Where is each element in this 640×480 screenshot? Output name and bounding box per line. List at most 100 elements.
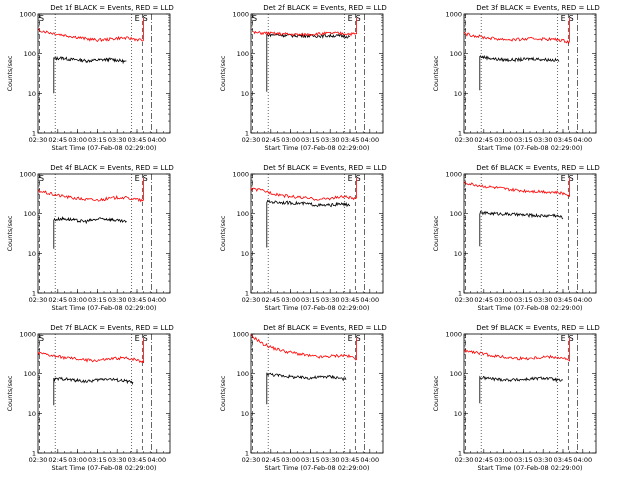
y-tick-label: 10	[454, 90, 462, 98]
x-axis-label: Start Time (07-Feb-08 02:29:00)	[265, 464, 370, 472]
chart-panel-7: Det 7f BLACK = Events, RED = LLD 1 10 100 10…	[6, 324, 174, 472]
chart-title: Det 5f BLACK = Events, RED = LLD	[263, 164, 386, 172]
marker-label: S	[39, 14, 44, 23]
marker-label: E	[561, 14, 566, 23]
x-tick-label: 03:15	[301, 456, 320, 464]
x-axis-label: Start Time (07-Feb-08 02:29:00)	[478, 144, 583, 152]
y-tick-label: 10	[28, 410, 36, 418]
y-tick-label: 1000	[19, 331, 36, 339]
marker-label: S	[356, 174, 361, 183]
x-tick-label: 03:00	[68, 136, 87, 144]
x-axis-label: Start Time (07-Feb-08 02:29:00)	[265, 144, 370, 152]
y-tick-label: 10	[241, 90, 249, 98]
x-tick-label: 02:30	[455, 456, 474, 464]
x-tick-label: 03:30	[534, 296, 553, 304]
marker-label: S	[252, 14, 257, 23]
y-axis-label: Counts/sec	[432, 215, 440, 251]
y-tick-label: 100	[450, 210, 462, 218]
x-tick-label: 03:00	[281, 136, 300, 144]
x-tick-label: 02:30	[29, 136, 48, 144]
x-tick-label: 03:45	[341, 296, 360, 304]
plot-frame	[250, 173, 384, 294]
y-tick-label: 1	[458, 290, 462, 298]
x-axis-label: Start Time (07-Feb-08 02:29:00)	[478, 464, 583, 472]
lld-series-line	[463, 338, 570, 362]
x-tick-label: 04:00	[147, 456, 166, 464]
x-tick-label: 03:30	[534, 456, 553, 464]
y-tick-label: 100	[450, 50, 462, 58]
plot-frame	[463, 13, 597, 134]
chart-panel-3: Det 3f BLACK = Events, RED = LLD 1 10 100 10…	[432, 4, 600, 152]
x-tick-label: 03:00	[494, 296, 513, 304]
x-tick-label: 03:00	[281, 456, 300, 464]
lld-series-line	[37, 18, 144, 43]
x-tick-label: 02:30	[455, 296, 474, 304]
x-tick-label: 03:00	[68, 456, 87, 464]
events-series-line	[266, 32, 351, 92]
lld-series-line	[37, 338, 144, 364]
y-tick-label: 1	[32, 290, 36, 298]
chart-title: Det 7f BLACK = Events, RED = LLD	[50, 324, 173, 332]
x-tick-label: 02:45	[474, 456, 493, 464]
marker-label: S	[569, 334, 574, 343]
events-series-line	[479, 375, 564, 404]
events-series-line	[53, 376, 134, 406]
x-tick-label: 03:00	[494, 456, 513, 464]
marker-label: S	[39, 174, 44, 183]
x-tick-label: 03:15	[88, 296, 107, 304]
marker-label: S	[39, 334, 44, 343]
marker-label: S	[143, 334, 148, 343]
chart-title: Det 3f BLACK = Events, RED = LLD	[476, 4, 599, 12]
x-tick-label: 04:00	[147, 136, 166, 144]
x-tick-label: 02:45	[261, 136, 280, 144]
y-tick-label: 10	[28, 90, 36, 98]
y-tick-label: 1	[245, 290, 249, 298]
y-axis-label: Counts/sec	[6, 215, 14, 251]
lld-series-line	[463, 18, 570, 45]
y-tick-label: 10	[28, 250, 36, 258]
events-series-line	[53, 55, 127, 94]
x-tick-label: 03:30	[534, 136, 553, 144]
x-tick-label: 04:00	[573, 456, 592, 464]
plot-frame	[250, 333, 384, 454]
x-tick-label: 03:45	[554, 136, 573, 144]
marker-label: E	[135, 14, 140, 23]
marker-label: S	[143, 14, 148, 23]
plot-frame	[463, 333, 597, 454]
x-tick-label: 03:15	[514, 296, 533, 304]
x-tick-label: 04:00	[573, 296, 592, 304]
marker-label: E	[135, 174, 140, 183]
marker-label: E	[135, 334, 140, 343]
y-tick-label: 1	[458, 130, 462, 138]
y-tick-label: 100	[24, 50, 36, 58]
chart-panel-6: Det 6f BLACK = Events, RED = LLD 1 10 100 10…	[432, 164, 600, 312]
y-axis-label: Counts/sec	[432, 375, 440, 411]
chart-panel-9: Det 9f BLACK = Events, RED = LLD 1 10 100 10…	[432, 324, 600, 472]
x-tick-label: 03:15	[514, 136, 533, 144]
events-series-line	[479, 210, 564, 247]
x-tick-label: 03:30	[321, 456, 340, 464]
y-tick-label: 1000	[232, 11, 249, 19]
x-tick-label: 04:00	[573, 136, 592, 144]
plot-frame	[37, 173, 171, 294]
x-tick-label: 02:45	[474, 136, 493, 144]
y-tick-label: 1000	[445, 331, 462, 339]
x-tick-label: 04:00	[147, 296, 166, 304]
x-tick-label: 04:00	[360, 136, 379, 144]
x-tick-label: 03:45	[128, 296, 147, 304]
plot-frame	[37, 13, 171, 134]
marker-label: S	[356, 334, 361, 343]
chart-title: Det 2f BLACK = Events, RED = LLD	[263, 4, 386, 12]
x-axis-label: Start Time (07-Feb-08 02:29:00)	[52, 464, 157, 472]
lld-series-line	[37, 178, 144, 203]
x-tick-label: 02:45	[48, 296, 67, 304]
x-axis-label: Start Time (07-Feb-08 02:29:00)	[265, 304, 370, 312]
y-axis-label: Counts/sec	[432, 55, 440, 91]
y-tick-label: 1	[32, 450, 36, 458]
chart-title: Det 8f BLACK = Events, RED = LLD	[263, 324, 386, 332]
x-axis-label: Start Time (07-Feb-08 02:29:00)	[52, 144, 157, 152]
x-tick-label: 02:45	[261, 296, 280, 304]
x-tick-label: 02:30	[242, 296, 261, 304]
marker-label: S	[143, 174, 148, 183]
y-tick-label: 100	[450, 370, 462, 378]
